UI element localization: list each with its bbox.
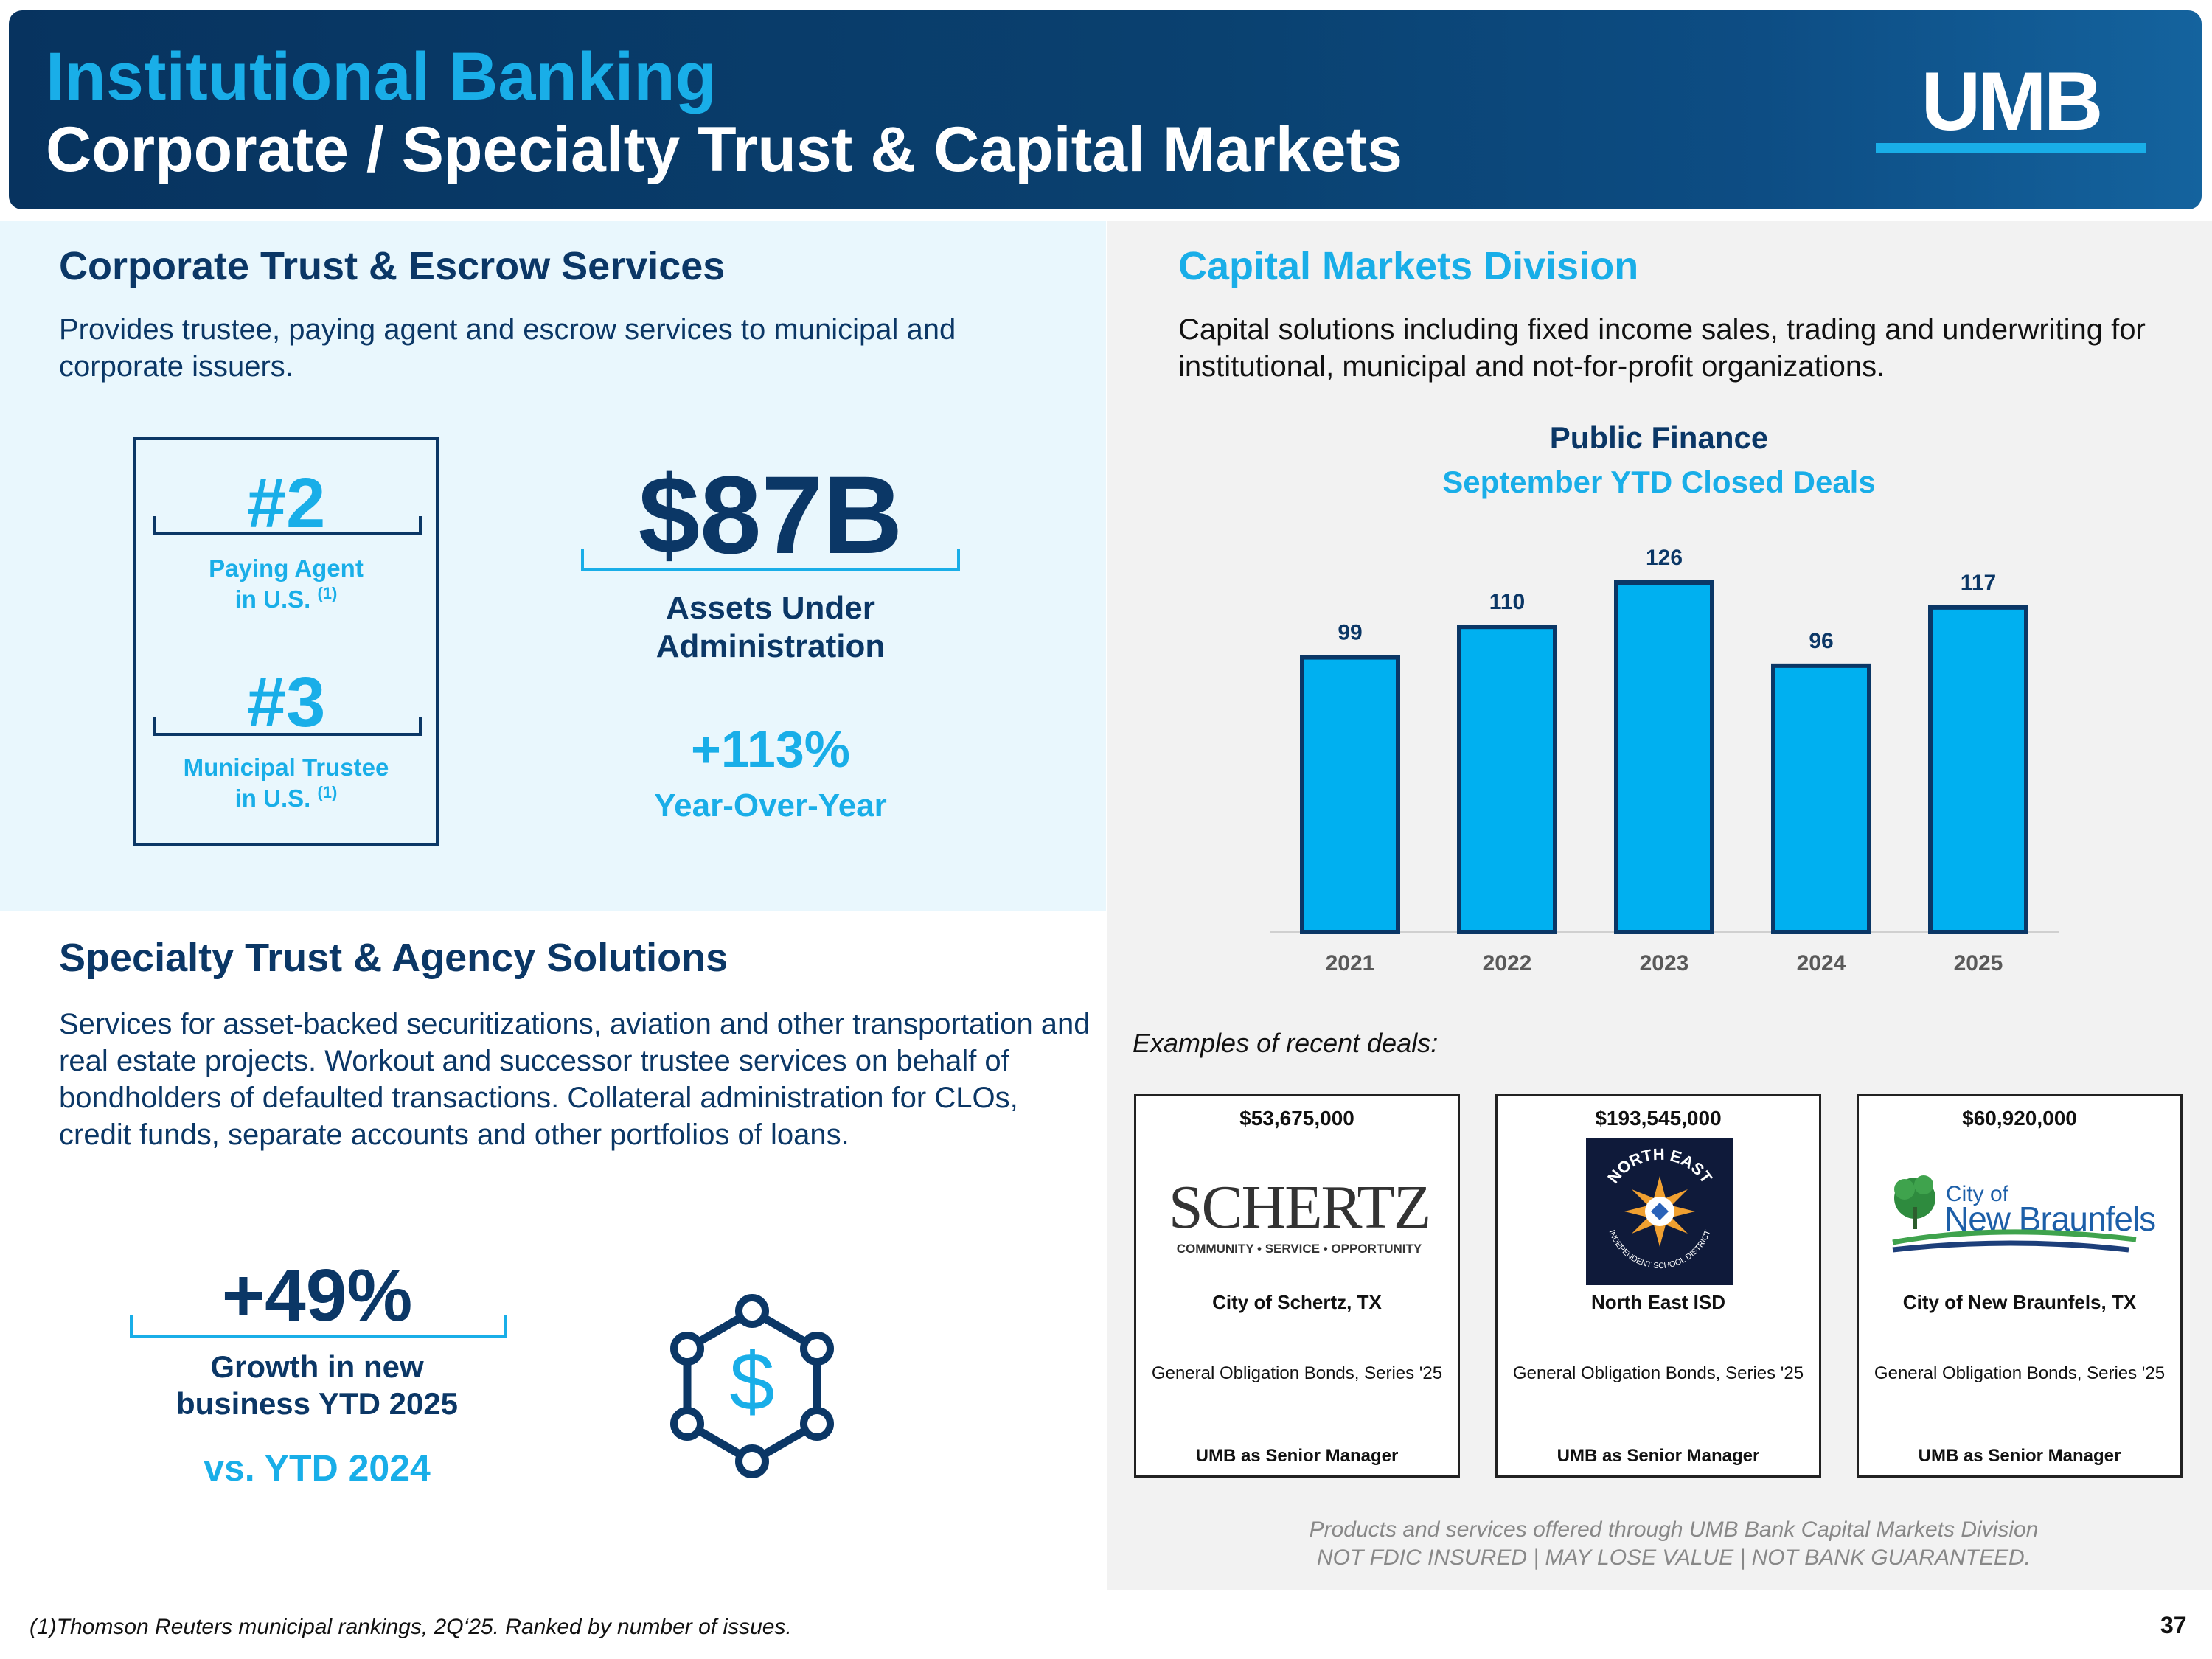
umb-logo-text: UMB — [1921, 62, 2100, 147]
deal-bond-type: General Obligation Bonds, Series '25 — [1874, 1363, 2166, 1383]
chart-title: Public Finance — [1549, 420, 1769, 455]
assets-bracket — [581, 549, 960, 571]
data-label-2025: 117 — [1961, 571, 1996, 595]
capital-markets-title: Capital Markets Division — [1178, 244, 1639, 288]
rank-municipal-trustee-label2: in U.S. (1) — [234, 783, 338, 812]
deal-bond-type: General Obligation Bonds, Series '25 — [1512, 1363, 1804, 1383]
rankings-box — [133, 437, 439, 846]
header-title-line1: Institutional Banking — [46, 39, 717, 114]
bar-2022 — [1457, 625, 1557, 934]
disclaimer-line1: Products and services offered through UM… — [1309, 1517, 2039, 1542]
deal-bond-type: General Obligation Bonds, Series '25 — [1151, 1363, 1443, 1383]
new-business-label-line2: business YTD 2025 — [175, 1386, 459, 1421]
deal-name: City of Schertz, TX — [1212, 1291, 1382, 1313]
deal-role: UMB as Senior Manager — [1557, 1446, 1760, 1466]
deal-amount: $193,545,000 — [1595, 1107, 1722, 1130]
header-title-line2: Corporate / Specialty Trust & Capital Ma… — [46, 114, 1402, 185]
schertz-logo: SCHERTZ COMMUNITY • SERVICE • OPPORTUNIT… — [1169, 1173, 1431, 1256]
specialty-trust-title: Specialty Trust & Agency Solutions — [59, 936, 728, 980]
schertz-logo-tagline: COMMUNITY • SERVICE • OPPORTUNITY — [1177, 1242, 1422, 1256]
x-tick-2022: 2022 — [1483, 951, 1532, 975]
bar-2024 — [1771, 663, 1871, 934]
data-label-2021: 99 — [1338, 621, 1362, 645]
rank2-bracket — [153, 717, 422, 736]
assets-growth-label: Year-Over-Year — [654, 787, 887, 824]
data-label-2022: 110 — [1489, 590, 1525, 614]
new-business-bracket — [130, 1315, 507, 1338]
rank-paying-agent-label1: Paying Agent — [209, 554, 364, 582]
assets-growth-value: +113% — [690, 720, 851, 778]
rank-municipal-trustee-label1: Municipal Trustee — [183, 754, 389, 781]
deal-card-north-east-isd: $193,545,000 NORTH EAST INDEPENDENT SCHO… — [1495, 1094, 1821, 1478]
chart-subtitle: September YTD Closed Deals — [1442, 465, 1876, 499]
footnote: (1)Thomson Reuters municipal rankings, 2… — [29, 1615, 792, 1639]
dollar-network-icon: $ — [670, 1294, 834, 1478]
data-label-2024: 96 — [1809, 629, 1833, 653]
deal-amount: $60,920,000 — [1962, 1107, 2077, 1130]
north-east-isd-logo: NORTH EAST INDEPENDENT SCHOOL DISTRICT — [1586, 1138, 1733, 1285]
assets-under-administration-value: $87B — [638, 453, 903, 577]
x-tick-2025: 2025 — [1954, 951, 2003, 975]
rank-municipal-trustee-value: #3 — [246, 663, 326, 742]
header-banner: Institutional Banking Corporate / Specia… — [9, 10, 2202, 209]
corporate-trust-title: Corporate Trust & Escrow Services — [59, 244, 726, 288]
new-business-growth-value: +49% — [221, 1254, 413, 1337]
capital-markets-description: Capital solutions including fixed income… — [1178, 313, 2146, 383]
deals-heading: Examples of recent deals: — [1133, 1028, 1439, 1058]
assets-label-line2: Administration — [655, 628, 886, 664]
assets-label-line1: Assets Under — [666, 590, 875, 626]
data-label-2023: 126 — [1646, 546, 1683, 570]
rank-paying-agent-label2: in U.S. (1) — [234, 584, 338, 613]
deal-card-schertz: $53,675,000 SCHERTZ COMMUNITY • SERVICE … — [1134, 1094, 1460, 1478]
page-number: 37 — [2160, 1612, 2187, 1638]
schertz-logo-text: SCHERTZ — [1169, 1173, 1430, 1242]
umb-logo-underline — [1876, 143, 2146, 153]
deal-card-new-braunfels: $60,920,000 City of New Braunfels City o… — [1857, 1094, 2183, 1478]
deal-role: UMB as Senior Manager — [1195, 1446, 1399, 1466]
rank1-bracket — [153, 516, 422, 535]
x-tick-2024: 2024 — [1797, 951, 1846, 975]
x-tick-2023: 2023 — [1640, 951, 1689, 975]
x-tick-2021: 2021 — [1326, 951, 1375, 975]
public-finance-bar-chart: 99 2021 110 2022 126 2023 96 2024 117 2025 — [1270, 546, 2059, 975]
umb-logo: UMB — [1876, 62, 2146, 153]
corporate-trust-panel — [0, 221, 1106, 911]
bar-2025 — [1928, 605, 2028, 934]
dollar-icon: $ — [729, 1337, 774, 1427]
deal-name: North East ISD — [1590, 1291, 1726, 1313]
corporate-trust-description: Provides trustee, paying agent and escro… — [59, 313, 956, 383]
rank-paying-agent-value: #2 — [246, 464, 326, 543]
new-business-comparison: vs. YTD 2024 — [204, 1447, 431, 1489]
deal-role: UMB as Senior Manager — [1918, 1446, 2121, 1466]
disclaimer-line2: NOT FDIC INSURED | MAY LOSE VALUE | NOT … — [1317, 1545, 2031, 1570]
new-braunfels-logo-tagline: City of — [1946, 1182, 2009, 1206]
disclaimer: Products and services offered through UM… — [1150, 1516, 2197, 1572]
deal-amount: $53,675,000 — [1239, 1107, 1354, 1130]
bar-2021 — [1300, 655, 1400, 934]
deal-name: City of New Braunfels, TX — [1902, 1291, 2137, 1313]
new-business-label-line1: Growth in new — [210, 1349, 424, 1384]
bar-2023 — [1614, 580, 1714, 934]
new-braunfels-logo: City of New Braunfels — [1892, 1175, 2156, 1253]
specialty-trust-description: Services for asset-backed securitization… — [59, 1008, 1091, 1151]
